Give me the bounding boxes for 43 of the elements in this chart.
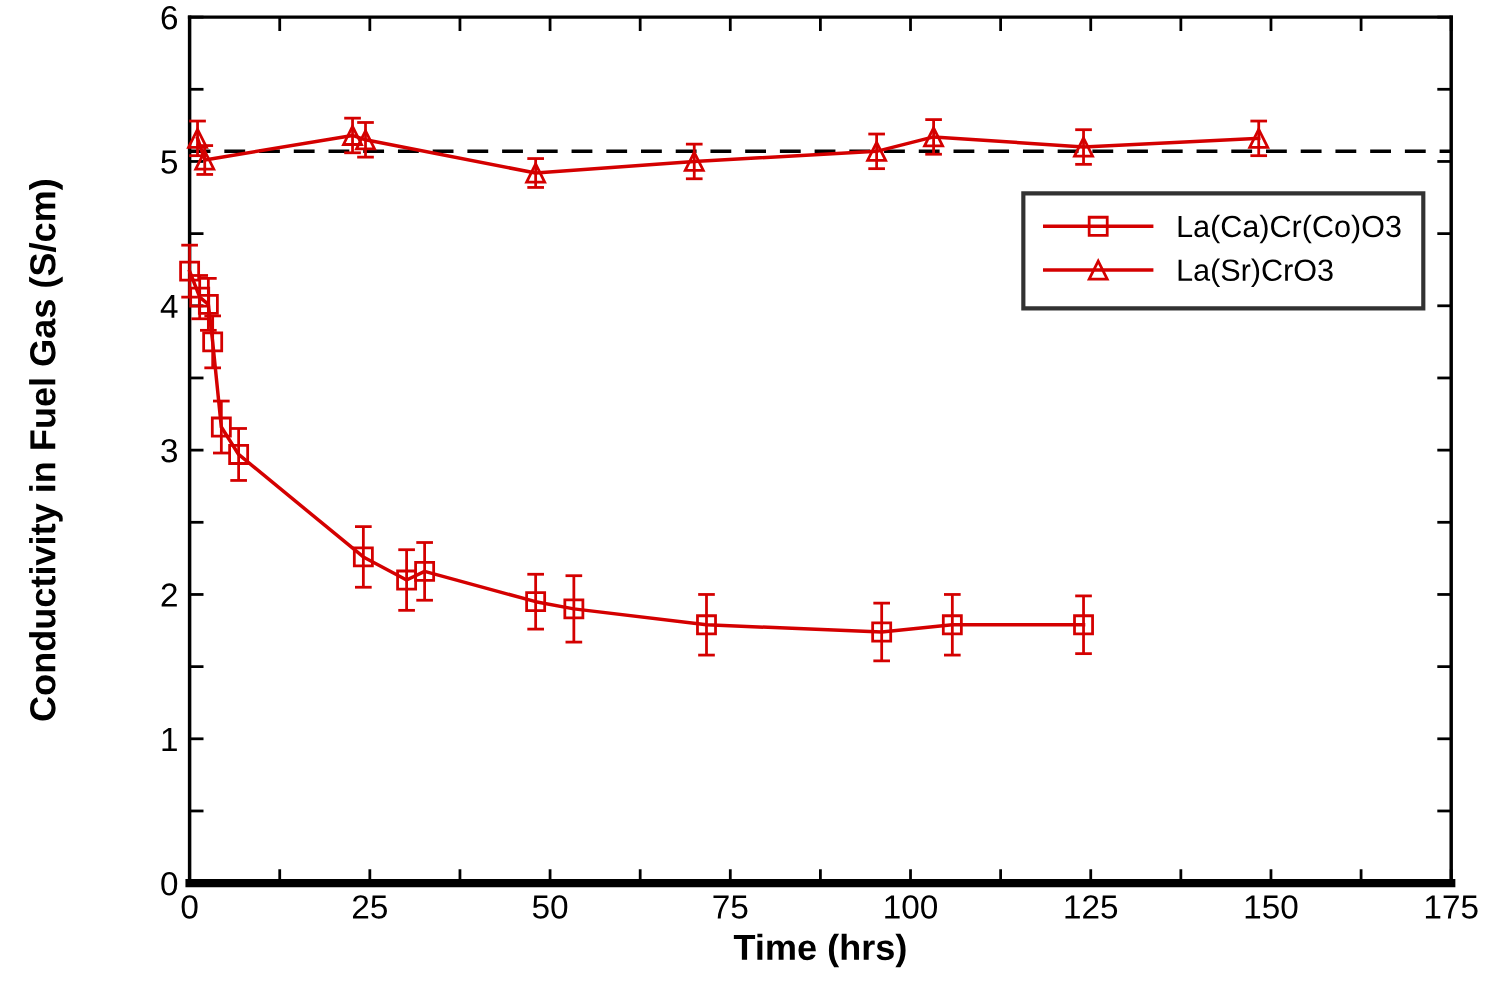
- point: [1073, 614, 1094, 636]
- point: [871, 621, 893, 643]
- point: [1073, 136, 1094, 158]
- legend-label: La(Sr)CrO3: [1178, 258, 1333, 288]
- point: [342, 125, 363, 146]
- y-axis-title: Conductivity in Fuel Gas (S/cm): [29, 180, 63, 721]
- point: [525, 591, 547, 613]
- x-tick-label: 100: [885, 895, 938, 919]
- point: [866, 140, 888, 162]
- y-tick-label: 0: [161, 871, 178, 896]
- x-tick-label: 75: [713, 895, 748, 919]
- point: [202, 331, 224, 353]
- point: [187, 127, 208, 149]
- point: [355, 129, 376, 151]
- y-tick-label: 4: [160, 294, 178, 318]
- point: [414, 560, 436, 582]
- x-tick-label: 150: [1245, 895, 1298, 919]
- point: [396, 569, 418, 591]
- x-tick-label: 50: [532, 895, 568, 919]
- point: [923, 126, 944, 148]
- point: [941, 614, 963, 636]
- x-axis-title: Time (hrs): [733, 933, 906, 968]
- y-tick-label: 5: [161, 150, 178, 174]
- legend-label: La(Ca)Cr(Co)O3: [1178, 214, 1401, 244]
- point: [228, 444, 250, 465]
- point: [179, 260, 201, 282]
- point: [525, 162, 547, 184]
- y-tick-label: 1: [162, 727, 177, 751]
- point: [194, 149, 216, 171]
- x-tick-label: 25: [352, 895, 387, 919]
- point: [563, 598, 585, 620]
- y-tick-label: 6: [161, 5, 178, 30]
- point: [696, 614, 717, 636]
- point: [683, 151, 705, 172]
- x-tick-label: 175: [1425, 895, 1478, 919]
- point: [189, 286, 211, 308]
- x-tick-label: 125: [1065, 895, 1118, 919]
- point: [352, 546, 374, 568]
- y-tick-label: 3: [161, 438, 178, 463]
- y-tick-label: 2: [161, 583, 177, 607]
- x-tick-label: 0: [181, 895, 198, 919]
- point: [210, 416, 232, 438]
- point: [1248, 127, 1270, 149]
